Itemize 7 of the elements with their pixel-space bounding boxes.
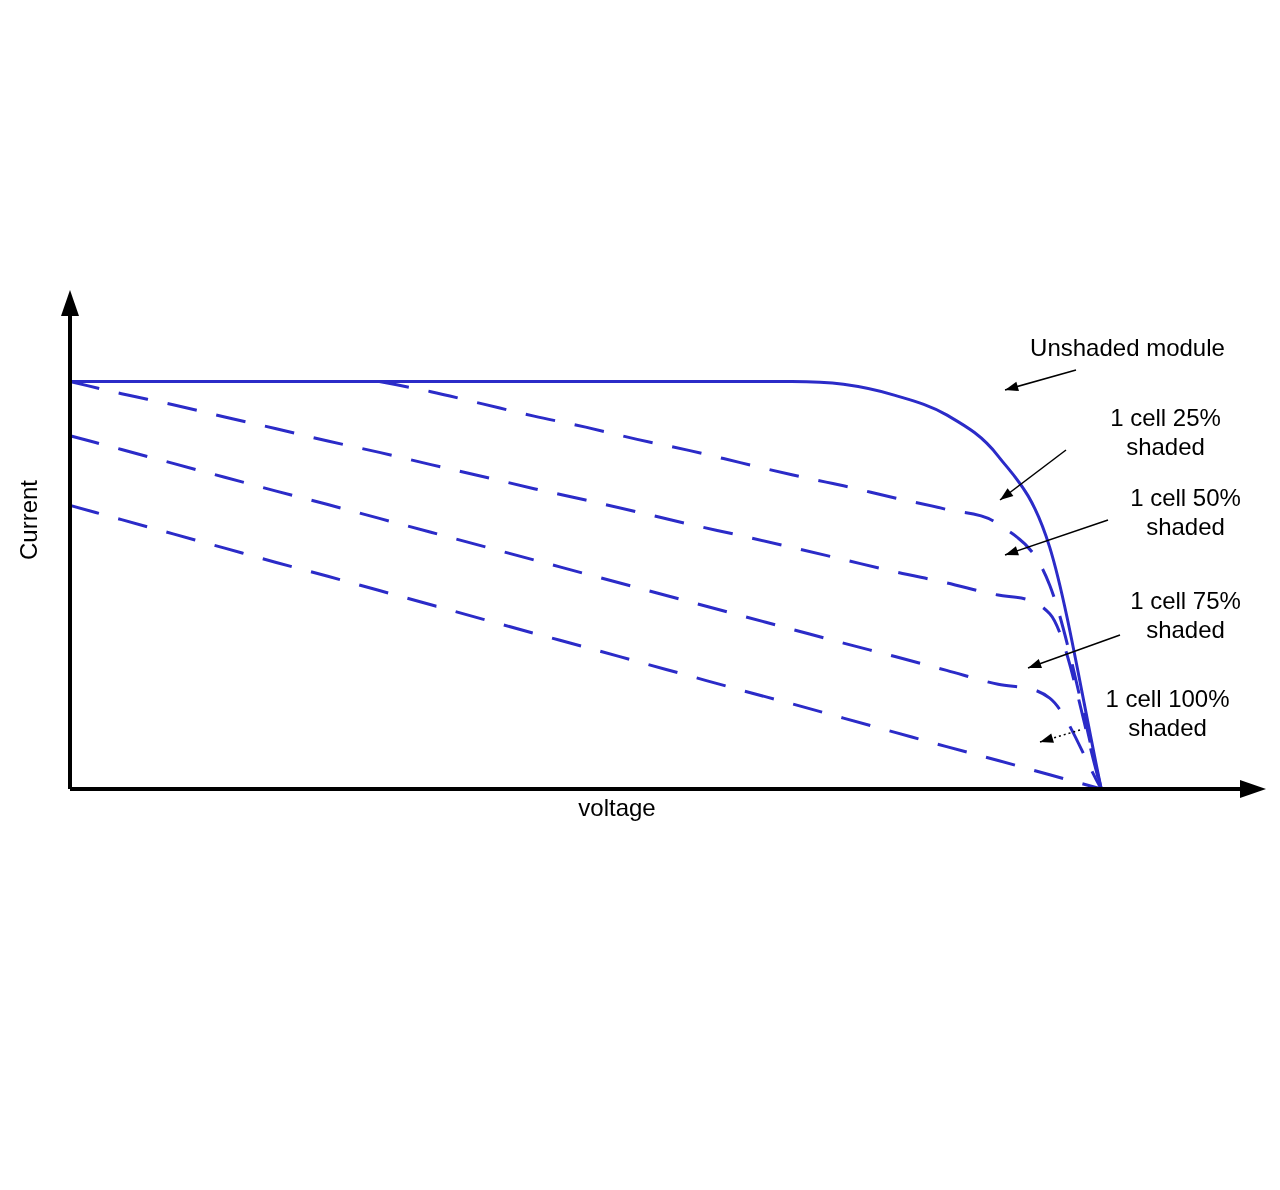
x-axis-title: voltage bbox=[578, 793, 656, 821]
y-axis-title: Current bbox=[14, 479, 42, 561]
annotation: 1 cell 75% shaded bbox=[1129, 586, 1242, 644]
annotation: 1 cell 50% shaded bbox=[1129, 483, 1242, 541]
annotation: 1 cell 100% shaded bbox=[1104, 684, 1231, 742]
annotation: 1 cell 25% shaded bbox=[1109, 403, 1222, 461]
text: Unshaded module bbox=[1029, 333, 1226, 362]
